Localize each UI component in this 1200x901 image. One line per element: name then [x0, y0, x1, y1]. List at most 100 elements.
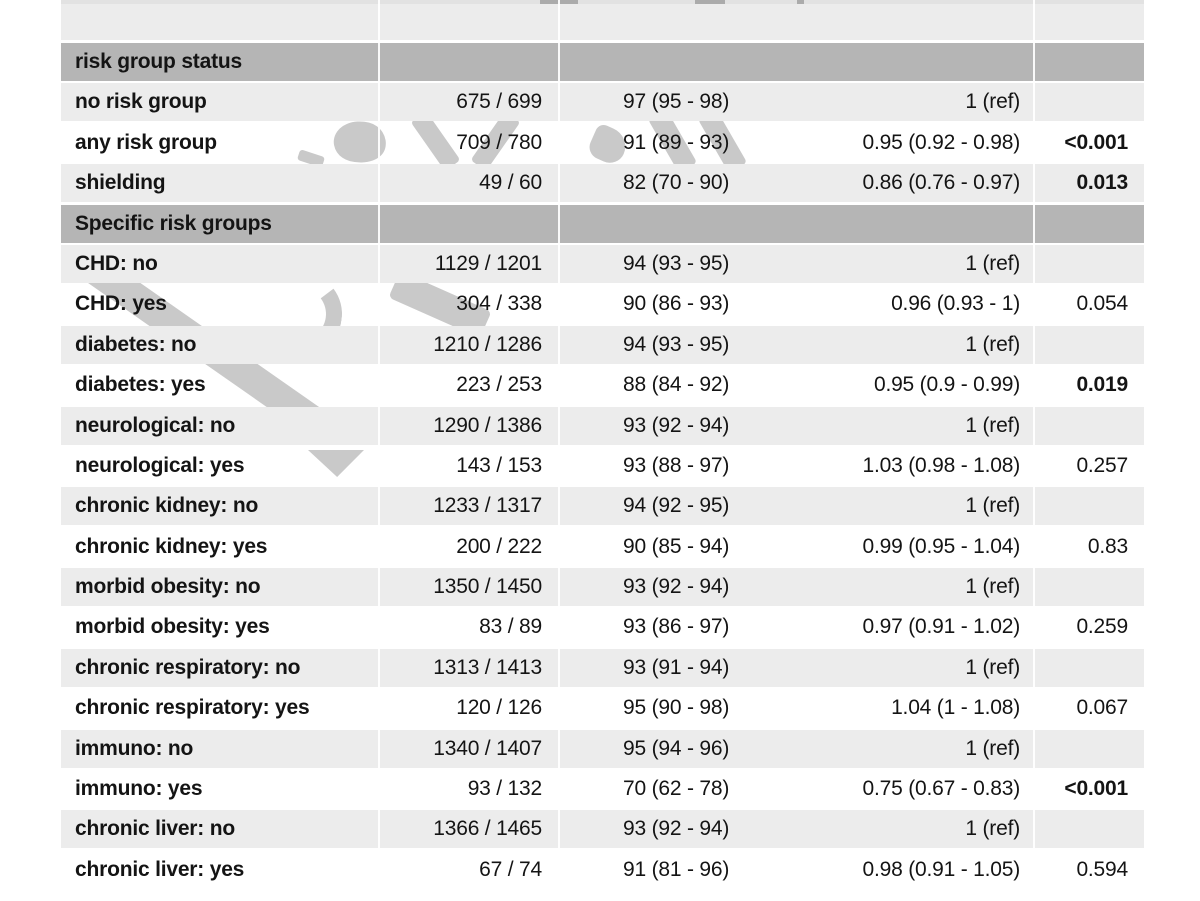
- table-row: chronic respiratory: no 1313 / 1413 93 (91…: [61, 648, 1144, 687]
- events-cell: 223 / 253: [456, 373, 542, 397]
- table-row: chronic respiratory: yes 120 / 126 95 (90 …: [61, 689, 1144, 727]
- ratio-ci-cell: 1.04 (1 - 1.08): [891, 696, 1020, 720]
- events-cell: 120 / 126: [456, 696, 542, 720]
- table-row: chronic kidney: yes 200 / 222 90 (85 - 94)…: [61, 528, 1144, 566]
- ratio-ci-cell: 0.97 (0.91 - 1.02): [862, 615, 1021, 639]
- events-cell: 1313 / 1413: [433, 655, 542, 679]
- percent-ci-cell: 88 (84 - 92): [623, 373, 730, 397]
- row-label: diabetes: yes: [75, 373, 206, 397]
- table-row: neurological: no 1290 / 1386 93 (92 - 94) 1…: [61, 406, 1144, 445]
- percent-ci-cell: 93 (91 - 94): [623, 655, 730, 679]
- row-label: CHD: yes: [75, 292, 167, 316]
- events-cell: 67 / 74: [479, 857, 542, 881]
- table-row: no risk group 675 / 699 97 (95 - 98) 1 (ref…: [61, 83, 1144, 122]
- percent-ci-cell: 93 (92 - 94): [623, 413, 730, 437]
- events-cell: 200 / 222: [456, 534, 542, 558]
- table-row: chronic liver: yes 67 / 74 91 (81 - 96) 0.9…: [61, 851, 1144, 889]
- results-table: risk group status no risk group 675 / 699 9…: [61, 0, 1144, 891]
- ratio-ci-cell: 0.98 (0.91 - 1.05): [862, 857, 1021, 881]
- strip-fragment: [797, 0, 804, 4]
- table-row: CHD: yes 304 / 338 90 (86 - 93) 0.96 (0.93 …: [61, 285, 1144, 323]
- events-cell: 1210 / 1286: [433, 332, 542, 356]
- row-label: chronic kidney: no: [75, 494, 259, 518]
- p-value-cell: 0.067: [1076, 696, 1128, 720]
- table-row: diabetes: yes 223 / 253 88 (84 - 92) 0.95 (…: [61, 366, 1144, 404]
- p-value-cell: 0.054: [1076, 292, 1128, 316]
- row-label: CHD: no: [75, 251, 158, 275]
- p-value-cell: 0.259: [1076, 615, 1128, 639]
- ratio-ci-cell: 1 (ref): [965, 413, 1020, 437]
- events-cell: 1290 / 1386: [433, 413, 542, 437]
- ratio-ci-cell: 1 (ref): [965, 332, 1020, 356]
- table-row: shielding 49 / 60 82 (70 - 90) 0.86 (0.76 -…: [61, 164, 1144, 203]
- percent-ci-cell: 90 (86 - 93): [623, 292, 730, 316]
- empty-header-row: [61, 4, 1144, 40]
- events-cell: 709 / 780: [456, 130, 542, 154]
- events-cell: 1233 / 1317: [433, 494, 542, 518]
- table-rows: risk group status no risk group 675 / 699 9…: [61, 43, 1144, 889]
- p-value-cell: 0.594: [1076, 857, 1128, 881]
- section-header-row: Specific risk groups: [61, 204, 1144, 243]
- ratio-ci-cell: 1 (ref): [965, 251, 1020, 275]
- ratio-ci-cell: 0.99 (0.95 - 1.04): [862, 534, 1021, 558]
- row-label: chronic respiratory: no: [75, 655, 301, 679]
- events-cell: 1129 / 1201: [434, 251, 542, 275]
- ratio-ci-cell: 1 (ref): [965, 90, 1020, 114]
- p-value-cell: 0.019: [1076, 373, 1128, 397]
- events-cell: 1350 / 1450: [433, 575, 542, 599]
- table-row: neurological: yes 143 / 153 93 (88 - 97) 1.…: [61, 447, 1144, 485]
- percent-ci-cell: 82 (70 - 90): [623, 171, 730, 195]
- table-row: CHD: no 1129 / 1201 94 (93 - 95) 1 (ref): [61, 244, 1144, 283]
- percent-ci-cell: 91 (81 - 96): [623, 857, 730, 881]
- row-label: immuno: no: [75, 736, 194, 760]
- events-cell: 1340 / 1407: [433, 736, 542, 760]
- p-value-cell: 0.257: [1076, 453, 1128, 477]
- percent-ci-cell: 94 (93 - 95): [623, 251, 730, 275]
- events-cell: 83 / 89: [479, 615, 542, 639]
- row-label: diabetes: no: [75, 332, 197, 356]
- row-label: no risk group: [75, 90, 207, 114]
- strip-fragment: [540, 0, 578, 4]
- table-row: any risk group 709 / 780 91 (89 - 93) 0.95 …: [61, 124, 1144, 162]
- table-row: immuno: no 1340 / 1407 95 (94 - 96) 1 (ref): [61, 729, 1144, 768]
- row-label: neurological: yes: [75, 453, 245, 477]
- ratio-ci-cell: 1 (ref): [965, 817, 1020, 841]
- table-row: morbid obesity: no 1350 / 1450 93 (92 - 94…: [61, 568, 1144, 607]
- section-header-row: risk group status: [61, 43, 1144, 81]
- percent-ci-cell: 93 (88 - 97): [623, 453, 730, 477]
- percent-ci-cell: 70 (62 - 78): [623, 777, 730, 801]
- ratio-ci-cell: 0.95 (0.92 - 0.98): [862, 130, 1021, 154]
- percent-ci-cell: 91 (89 - 93): [623, 130, 730, 154]
- p-value-cell: 0.013: [1076, 171, 1128, 195]
- row-label: chronic kidney: yes: [75, 534, 268, 558]
- strip-fragment: [695, 0, 725, 4]
- events-cell: 675 / 699: [456, 90, 542, 114]
- percent-ci-cell: 95 (90 - 98): [623, 696, 730, 720]
- percent-ci-cell: 93 (92 - 94): [623, 575, 730, 599]
- percent-ci-cell: 93 (86 - 97): [623, 615, 730, 639]
- table-row: diabetes: no 1210 / 1286 94 (93 - 95) 1 (re…: [61, 325, 1144, 364]
- row-label: chronic respiratory: yes: [75, 696, 310, 720]
- ratio-ci-cell: 1 (ref): [965, 575, 1020, 599]
- percent-ci-cell: 94 (93 - 95): [623, 332, 730, 356]
- row-label: morbid obesity: no: [75, 575, 261, 599]
- table-row: chronic liver: no 1366 / 1465 93 (92 - 94)…: [61, 810, 1144, 849]
- section-header-label: risk group status: [75, 50, 242, 73]
- row-label: morbid obesity: yes: [75, 615, 270, 639]
- events-cell: 93 / 132: [467, 777, 543, 801]
- row-label: chronic liver: no: [75, 817, 235, 841]
- ratio-ci-cell: 1 (ref): [965, 736, 1020, 760]
- table-row: chronic kidney: no 1233 / 1317 94 (92 - 95…: [61, 487, 1144, 526]
- percent-ci-cell: 94 (92 - 95): [623, 494, 730, 518]
- ratio-ci-cell: 1 (ref): [965, 494, 1020, 518]
- events-cell: 304 / 338: [456, 292, 542, 316]
- ratio-ci-cell: 1 (ref): [965, 655, 1020, 679]
- table-row: immuno: yes 93 / 132 70 (62 - 78) 0.75 (0.6…: [61, 770, 1144, 808]
- ratio-ci-cell: 0.86 (0.76 - 0.97): [862, 171, 1021, 195]
- p-value-cell: <0.001: [1064, 130, 1128, 154]
- row-label: any risk group: [75, 130, 217, 154]
- table-row: morbid obesity: yes 83 / 89 93 (86 - 97) 0.…: [61, 608, 1144, 646]
- percent-ci-cell: 90 (85 - 94): [623, 534, 730, 558]
- row-label: neurological: no: [75, 413, 236, 437]
